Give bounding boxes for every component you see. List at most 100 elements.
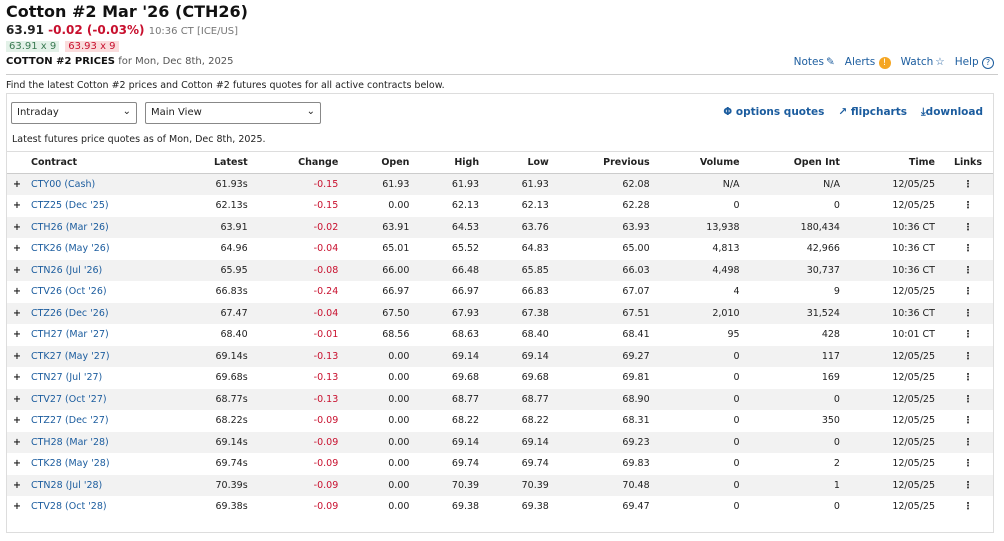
contract-link[interactable]: CTH27 (Mar '27) — [31, 329, 109, 341]
more-links-icon[interactable]: ⋮ — [963, 200, 973, 212]
column-header[interactable]: Latest — [175, 151, 256, 174]
alert-icon: ! — [878, 57, 891, 69]
table-row: + CTH28 (Mar '28) 69.14s -0.09 0.00 69.14 69.1… — [7, 431, 993, 453]
contract-link[interactable]: CTK26 (May '26) — [31, 243, 110, 255]
cell: 70.48 — [556, 474, 658, 496]
options-quotes-link[interactable]: Φ options quotes — [723, 106, 824, 119]
table-row: + CTZ27 (Dec '27) 68.22s -0.09 0.00 68.22 68.2… — [7, 410, 993, 432]
more-links-icon[interactable]: ⋮ — [963, 415, 973, 427]
expand-icon[interactable]: + — [7, 173, 23, 195]
cell: 62.28 — [622, 200, 650, 212]
cell: 4 — [733, 286, 740, 298]
more-links-icon[interactable]: ⋮ — [943, 474, 993, 496]
more-links-icon[interactable]: ⋮ — [943, 302, 993, 324]
watch-link[interactable]: Watch ☆ — [901, 56, 945, 69]
expand-icon[interactable]: + — [13, 458, 21, 470]
contract-link[interactable]: CTZ26 (Dec '26) — [23, 302, 176, 324]
contract-link[interactable]: CTK28 (May '28) — [31, 458, 110, 470]
download-link[interactable]: ⤓download — [921, 106, 983, 119]
column-header[interactable]: Open — [346, 151, 418, 174]
column-header[interactable]: High — [417, 151, 488, 174]
contract-link[interactable]: CTV27 (Oct '27) — [23, 388, 176, 410]
contract-link[interactable]: CTN28 (Jul '28) — [23, 474, 176, 496]
download-label: download — [925, 106, 983, 118]
table-row: + CTK28 (May '28) 69.74s -0.09 0.00 69.74 69.7… — [7, 453, 993, 475]
more-links-icon[interactable]: ⋮ — [943, 216, 993, 238]
contract-link[interactable]: CTV26 (Oct '26) — [31, 286, 107, 298]
more-links-icon[interactable]: ⋮ — [943, 173, 993, 195]
column-header[interactable]: Low — [487, 151, 557, 174]
more-links-icon[interactable]: ⋮ — [963, 243, 973, 255]
period-select[interactable]: Intraday ⌄ — [11, 102, 137, 124]
more-links-icon[interactable]: ⋮ — [963, 286, 973, 298]
column-header[interactable]: Contract — [23, 151, 176, 174]
as-of-text: Latest futures price quotes as of Mon, D… — [12, 134, 266, 145]
cell: 95 — [727, 329, 740, 341]
bid: 63.91 x 9 — [6, 41, 60, 52]
expand-icon[interactable]: + — [13, 415, 21, 427]
column-header[interactable]: Time — [847, 151, 943, 174]
contract-link[interactable]: CTK27 (May '27) — [23, 345, 176, 367]
expand-icon[interactable]: + — [13, 243, 21, 255]
more-links-icon[interactable]: ⋮ — [943, 345, 993, 367]
cell: -0.08 — [255, 259, 347, 281]
more-links-icon[interactable]: ⋮ — [963, 501, 973, 513]
column-header[interactable]: Volume — [657, 151, 748, 174]
contract-link[interactable]: CTZ27 (Dec '27) — [31, 415, 109, 427]
cell: 69.83 — [622, 458, 650, 470]
more-links-icon[interactable]: ⋮ — [943, 388, 993, 410]
more-links-icon[interactable]: ⋮ — [963, 458, 973, 470]
cell: -0.24 — [313, 286, 339, 298]
expand-icon[interactable]: + — [7, 388, 23, 410]
cell: 67.38 — [487, 302, 557, 324]
more-links-icon[interactable]: ⋮ — [963, 372, 973, 384]
more-links-icon[interactable]: ⋮ — [943, 259, 993, 281]
divider — [6, 74, 998, 75]
cell: 67.50 — [346, 302, 418, 324]
expand-icon[interactable]: + — [7, 216, 23, 238]
last-price: 63.91 — [6, 23, 44, 37]
contract-link[interactable]: CTY00 (Cash) — [23, 173, 176, 195]
expand-icon[interactable]: + — [13, 372, 21, 384]
quotes-panel: Intraday ⌄ Main View ⌄ Φ options quotes ↗ … — [6, 93, 994, 533]
expand-icon[interactable]: + — [7, 474, 23, 496]
expand-icon[interactable]: + — [13, 329, 21, 341]
expand-icon[interactable]: + — [7, 345, 23, 367]
expand-icon[interactable]: + — [7, 302, 23, 324]
cell: 69.68 — [451, 372, 480, 384]
more-links-icon[interactable]: ⋮ — [943, 431, 993, 453]
cell: 69.68 — [521, 372, 549, 384]
expand-icon[interactable]: + — [7, 431, 23, 453]
column-header[interactable]: Links — [943, 151, 993, 174]
cell: -0.13 — [255, 345, 347, 367]
cell: 68.77 — [487, 388, 557, 410]
column-header[interactable]: Previous — [556, 151, 658, 174]
contract-link[interactable]: CTN27 (Jul '27) — [31, 372, 103, 384]
cell: 65.01 — [382, 243, 410, 255]
cell: 0 — [733, 501, 740, 513]
expand-icon[interactable]: + — [13, 286, 21, 298]
column-header[interactable]: Open Int — [747, 151, 848, 174]
contract-link[interactable]: CTZ25 (Dec '25) — [31, 200, 109, 212]
view-select[interactable]: Main View ⌄ — [145, 102, 321, 124]
contract-link[interactable]: CTH28 (Mar '28) — [23, 431, 176, 453]
contract-link[interactable]: CTV28 (Oct '28) — [31, 501, 107, 513]
contract-link[interactable]: CTN26 (Jul '26) — [23, 259, 176, 281]
notes-link[interactable]: Notes ✎ — [794, 56, 835, 69]
period-value: Intraday — [17, 107, 59, 118]
flipcharts-link[interactable]: ↗ flipcharts — [838, 106, 907, 119]
expand-icon[interactable]: + — [13, 200, 21, 212]
alerts-link[interactable]: Alerts ! — [845, 56, 891, 69]
contract-link[interactable]: CTH26 (Mar '26) — [23, 216, 176, 238]
cell: 12/05/25 — [892, 415, 935, 427]
expand-icon[interactable]: + — [13, 501, 21, 513]
help-link[interactable]: Help ? — [955, 56, 994, 69]
expand-icon[interactable]: + — [7, 259, 23, 281]
more-links-icon[interactable]: ⋮ — [963, 329, 973, 341]
cell: 0.00 — [346, 388, 418, 410]
expand-header — [7, 151, 23, 174]
table-row: + CTK27 (May '27) 69.14s -0.13 0.00 69.14 69.1… — [7, 345, 993, 367]
column-header[interactable]: Change — [255, 151, 347, 174]
cell: 66.48 — [417, 259, 488, 281]
chevron-down-icon: ⌄ — [306, 106, 315, 117]
